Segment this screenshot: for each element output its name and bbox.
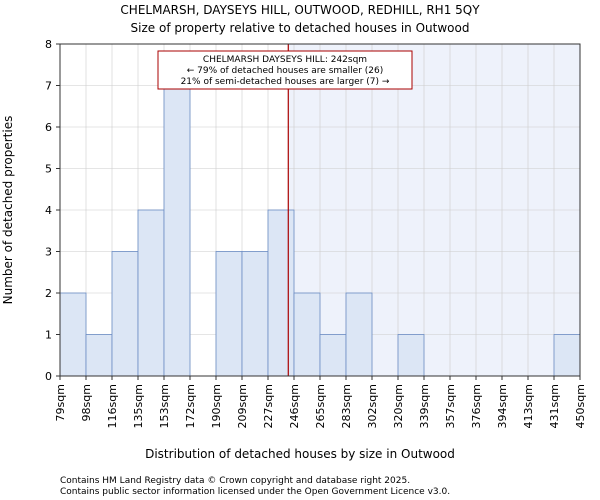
x-tick-label: 431sqm	[548, 384, 561, 428]
x-tick-label: 246sqm	[288, 384, 301, 428]
bar-209sqm	[241, 251, 269, 377]
x-tick-label: 79sqm	[54, 384, 67, 421]
x-tick-label: 227sqm	[262, 384, 275, 428]
bar-320sqm	[397, 334, 425, 377]
y-axis-label: Number of detached properties	[1, 116, 15, 305]
footer-line-2: Contains public sector information licen…	[60, 487, 450, 497]
y-tick-label: 6	[45, 121, 52, 134]
annotation-line-1: CHELMARSH DAYSEYS HILL: 242sqm	[203, 55, 367, 65]
x-tick-label: 190sqm	[210, 384, 223, 428]
y-tick-label: 2	[45, 287, 52, 300]
footer-line-1: Contains HM Land Registry data © Crown c…	[60, 476, 410, 486]
x-tick-label: 209sqm	[236, 384, 249, 428]
x-tick-label: 413sqm	[522, 384, 535, 428]
annotation-line-2: ← 79% of detached houses are smaller (26…	[187, 66, 384, 76]
bar-283sqm	[345, 292, 373, 377]
bar-265sqm	[319, 334, 347, 377]
bar-190sqm	[215, 251, 243, 377]
bar-98sqm	[85, 334, 113, 377]
bar-135sqm	[137, 209, 165, 377]
x-tick-label: 135sqm	[132, 384, 145, 428]
annotation-line-3: 21% of semi-detached houses are larger (…	[181, 77, 390, 87]
y-tick-label: 7	[45, 80, 52, 93]
x-tick-label: 450sqm	[574, 384, 587, 428]
y-tick-label: 0	[45, 370, 52, 383]
annotation-box: CHELMARSH DAYSEYS HILL: 242sqm ← 79% of …	[157, 50, 413, 90]
x-tick-label: 153sqm	[158, 384, 171, 428]
x-tick-label: 320sqm	[392, 384, 405, 428]
x-tick-label: 394sqm	[496, 384, 509, 428]
bar-153sqm	[163, 85, 191, 377]
y-tick-label: 3	[45, 246, 52, 259]
x-tick-label: 98sqm	[80, 384, 93, 421]
x-tick-label: 172sqm	[184, 384, 197, 428]
x-tick-label: 283sqm	[340, 384, 353, 428]
y-tick-label: 1	[45, 329, 52, 342]
x-axis-label: Distribution of detached houses by size …	[145, 447, 455, 461]
x-tick-label: 265sqm	[314, 384, 327, 428]
bar-79sqm	[59, 292, 87, 377]
bar-116sqm	[111, 251, 139, 377]
bar-431sqm	[553, 334, 581, 377]
x-tick-label: 357sqm	[444, 384, 457, 428]
chart-title: CHELMARSH, DAYSEYS HILL, OUTWOOD, REDHIL…	[120, 3, 480, 17]
x-tick-label: 302sqm	[366, 384, 379, 428]
y-tick-label: 5	[45, 163, 52, 176]
x-tick-label: 376sqm	[470, 384, 483, 428]
y-tick-label: 8	[45, 38, 52, 51]
chart-subtitle: Size of property relative to detached ho…	[131, 21, 470, 35]
y-tick-label: 4	[45, 204, 52, 217]
x-tick-label: 339sqm	[418, 384, 431, 428]
x-tick-label: 116sqm	[106, 384, 119, 428]
bar-246sqm	[293, 292, 321, 377]
bar-227sqm	[267, 209, 295, 377]
